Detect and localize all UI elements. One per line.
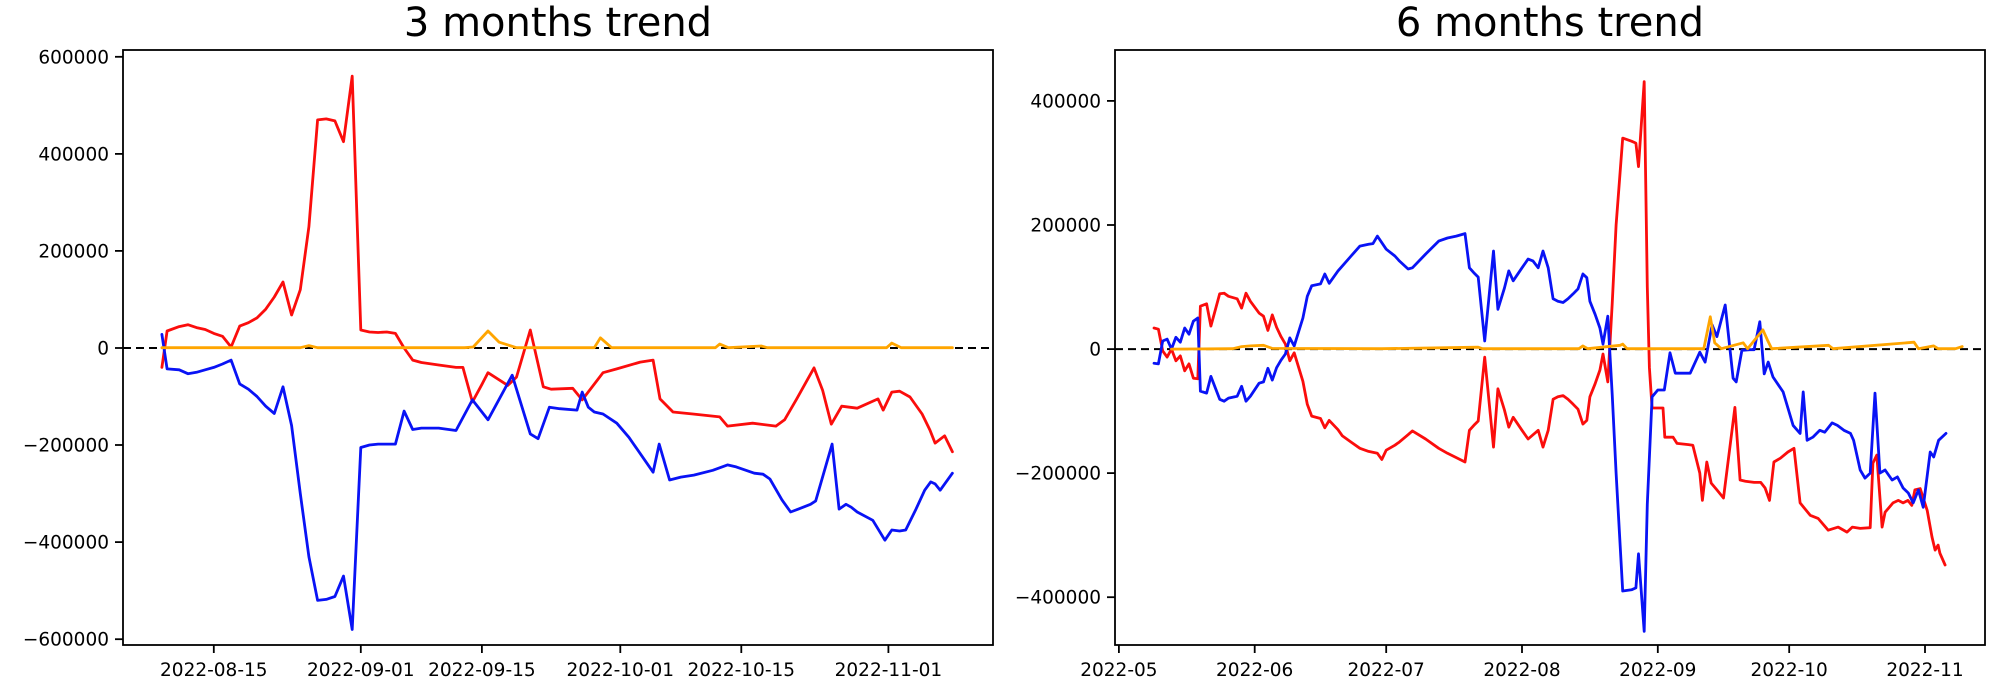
chart0-y-tick-label: −600000 xyxy=(23,630,109,651)
chart1-x-tick-label: 2022-07 xyxy=(1348,660,1425,681)
chart1-axes-box xyxy=(1114,49,1986,646)
chart1-x-tick-label: 2022-08 xyxy=(1483,660,1560,681)
chart1-y-tick-label: 200000 xyxy=(1030,216,1101,237)
chart0-x-tick-label: 2022-10-15 xyxy=(688,660,796,681)
chart-title-3-months: 3 months trend xyxy=(403,0,713,46)
chart0-x-tick-label: 2022-08-15 xyxy=(160,660,268,681)
chart1-x-tick-label: 2022-11 xyxy=(1886,660,1963,681)
chart0-y-tick-label: −400000 xyxy=(23,533,109,554)
chart0-series-orange xyxy=(160,329,954,350)
chart0-series-red xyxy=(160,74,954,454)
chart1-y-tick-label: −400000 xyxy=(1015,588,1101,609)
chart0-y-tick-label: 0 xyxy=(97,339,109,360)
chart0-x-tick-label: 2022-09-01 xyxy=(307,660,415,681)
chart1-y-tick-label: 0 xyxy=(1089,340,1101,361)
chart1-series-blue xyxy=(1152,232,1948,633)
chart0-y-tick-label: −200000 xyxy=(23,436,109,457)
chart-title-6-months: 6 months trend xyxy=(1395,0,1705,46)
chart1-y-tick-label: −200000 xyxy=(1015,464,1101,485)
chart0-series-blue xyxy=(160,332,954,631)
chart1-y-tick-label: 400000 xyxy=(1030,91,1101,112)
chart0-y-tick-label: 200000 xyxy=(38,241,109,262)
chart1-x-tick-label: 2022-10 xyxy=(1751,660,1828,681)
chart0-y-tick-label: 600000 xyxy=(38,47,109,68)
chart1-x-tick-label: 2022-06 xyxy=(1216,660,1293,681)
chart0-y-tick-label: 400000 xyxy=(38,144,109,165)
chart0-x-tick-label: 2022-10-01 xyxy=(567,660,675,681)
chart1-x-tick-label: 2022-05 xyxy=(1080,660,1157,681)
chart1-series-orange xyxy=(1170,315,1964,351)
chart1-x-tick-label: 2022-09 xyxy=(1619,660,1696,681)
chart0-x-tick-label: 2022-09-15 xyxy=(428,660,536,681)
chart1-series-red xyxy=(1152,80,1947,567)
chart0-x-tick-label: 2022-11-01 xyxy=(835,660,943,681)
